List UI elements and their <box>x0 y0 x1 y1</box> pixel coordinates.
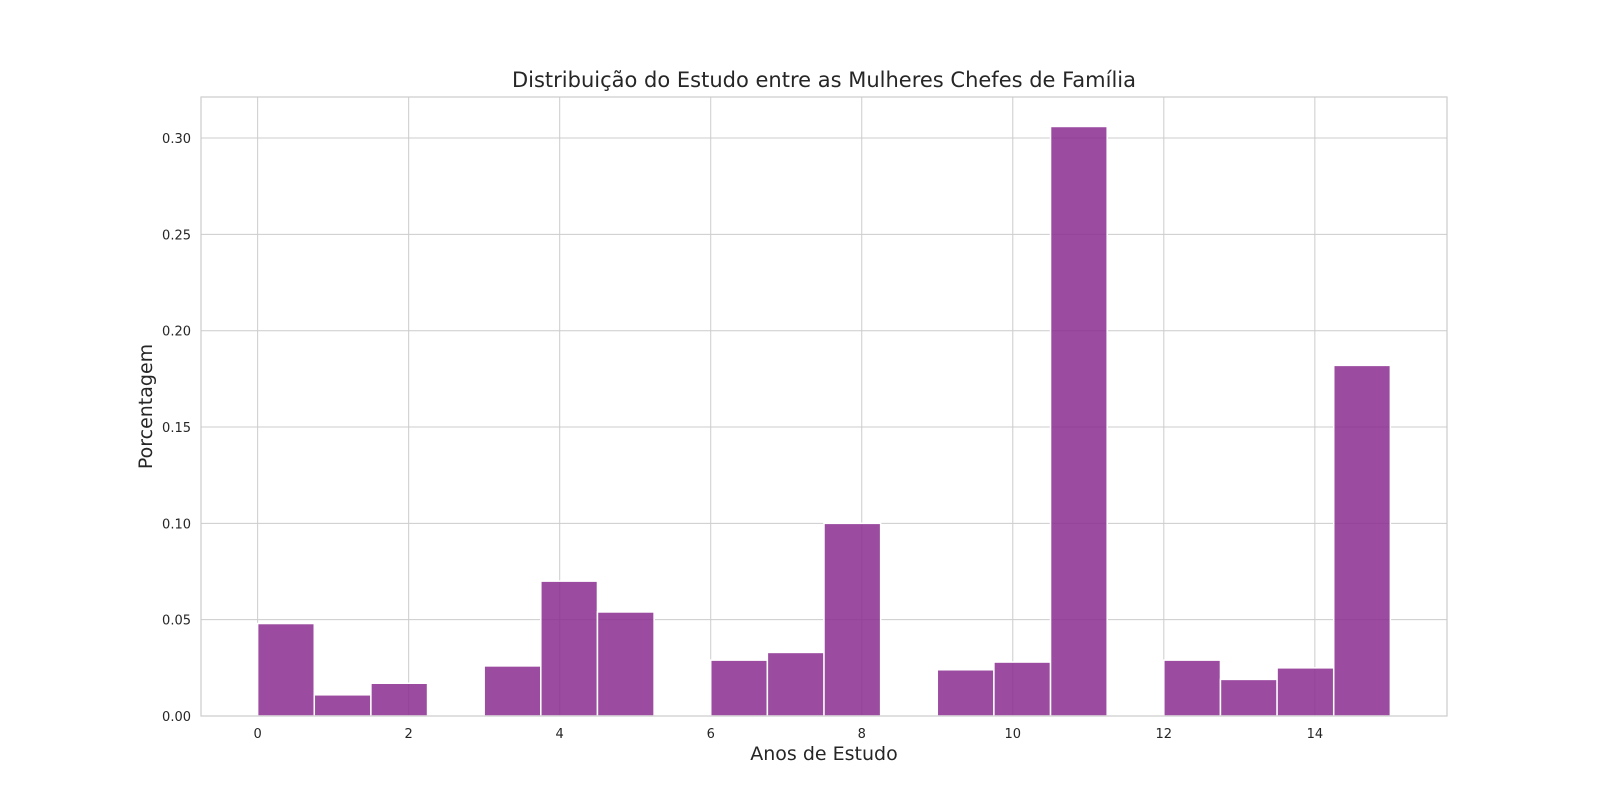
x-tick-label: 2 <box>405 727 413 742</box>
histogram-bar <box>993 661 1052 717</box>
y-tick-label: 0.00 <box>162 710 191 725</box>
histogram-bar <box>540 580 599 717</box>
y-axis-label: Porcentagem <box>135 344 157 469</box>
histogram-bar <box>766 651 825 717</box>
x-tick-label: 14 <box>1307 727 1324 742</box>
x-axis-label: Anos de Estudo <box>750 743 897 765</box>
histogram-bar <box>823 522 882 717</box>
y-tick-label: 0.15 <box>162 421 191 436</box>
bars <box>256 125 1392 717</box>
y-tick-label: 0.05 <box>162 614 191 629</box>
x-ticks: 0 2 4 6 8 10 12 14 <box>253 727 1323 742</box>
grid <box>201 97 1447 717</box>
histogram-bar <box>483 665 542 717</box>
y-tick-label: 0.20 <box>162 325 191 340</box>
x-tick-label: 10 <box>1005 727 1022 742</box>
y-tick-label: 0.10 <box>162 517 191 532</box>
chart-title: Distribuição do Estudo entre as Mulheres… <box>512 68 1136 92</box>
histogram-bar <box>313 694 372 717</box>
histogram-bar <box>1049 125 1108 717</box>
x-tick-label: 0 <box>253 727 261 742</box>
y-tick-label: 0.25 <box>162 228 191 243</box>
histogram-bar <box>1276 667 1335 717</box>
histogram-bar <box>596 611 655 717</box>
histogram-bar <box>936 669 995 717</box>
histogram-bar <box>370 682 429 717</box>
histogram-bar <box>709 659 769 717</box>
histogram-bar <box>1219 678 1278 717</box>
y-tick-label: 0.30 <box>162 132 191 147</box>
x-tick-label: 6 <box>707 727 715 742</box>
plot-frame <box>200 96 1448 717</box>
histogram-bar <box>1163 659 1222 717</box>
histogram-bar <box>256 622 316 717</box>
x-tick-label: 4 <box>556 727 564 742</box>
x-tick-label: 12 <box>1156 727 1173 742</box>
y-ticks: 0.00 0.05 0.10 0.15 0.20 0.25 0.30 <box>162 132 191 725</box>
histogram-bar <box>1332 364 1392 717</box>
x-tick-label: 8 <box>858 727 866 742</box>
